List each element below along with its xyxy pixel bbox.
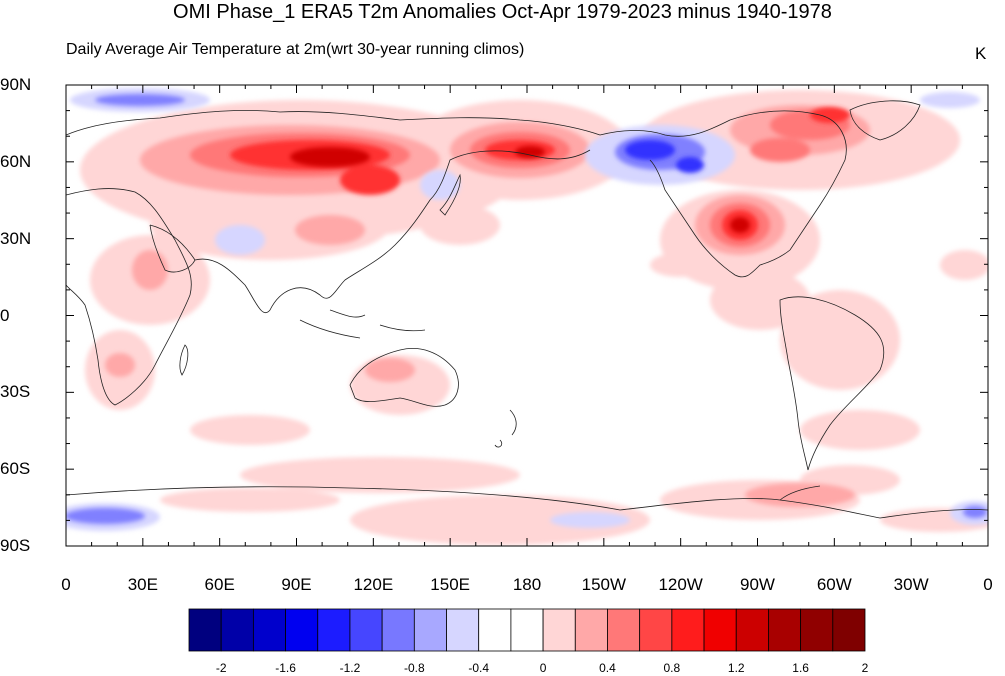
lat-label: 30N [0, 228, 32, 248]
lon-label: 120W [658, 575, 703, 594]
colorbar-swatch [671, 608, 705, 652]
colorbar [188, 608, 866, 652]
colorbar-swatch [381, 608, 415, 652]
colorbar-swatch [800, 608, 834, 652]
lon-label: 30W [893, 575, 929, 594]
colorbar-swatch [478, 608, 512, 652]
colorbar-label: -0.8 [403, 661, 425, 675]
colorbar-swatch [542, 608, 576, 652]
lon-label: 150W [581, 575, 627, 594]
colorbar-swatch [832, 608, 866, 652]
lon-label: 180 [512, 575, 542, 594]
axis-ticks [65, 84, 989, 547]
lon-label: 0 [983, 575, 993, 594]
colorbar-label: 0.4 [599, 661, 616, 675]
lat-label: 60N [0, 151, 32, 171]
colorbar-label: 0.8 [663, 661, 681, 675]
colorbar-swatch [768, 608, 802, 652]
colorbar-swatch [220, 608, 254, 652]
lon-label: 60E [204, 575, 235, 594]
colorbar-label: -2 [215, 661, 227, 675]
colorbar-swatch [317, 608, 351, 652]
colorbar-swatch [574, 608, 608, 652]
colorbar-swatch [188, 608, 222, 652]
colorbar-swatch [285, 608, 319, 652]
lon-label: 90E [281, 575, 312, 594]
colorbar-swatch [349, 608, 383, 652]
colorbar-swatch [735, 608, 769, 652]
colorbar-swatch [510, 608, 544, 652]
colorbar-label: 1.2 [727, 661, 745, 675]
colorbar-swatch [639, 608, 673, 652]
lon-label: 120E [353, 575, 394, 594]
anomaly-field [66, 88, 988, 545]
colorbar-label: -0.4 [468, 661, 490, 675]
colorbar-swatch [703, 608, 737, 652]
colorbar-swatch [607, 608, 641, 652]
lon-label: 150E [430, 575, 470, 594]
lat-label: 30S [0, 382, 31, 402]
lat-label: 90S [0, 536, 31, 555]
map-title: OMI Phase_1 ERA5 T2m Anomalies Oct-Apr 1… [173, 1, 832, 23]
colorbar-swatch [252, 608, 286, 652]
units-label: K [975, 44, 987, 63]
colorbar-swatch [446, 608, 480, 652]
colorbar-label: -1.6 [275, 661, 296, 675]
coastlines [66, 100, 988, 519]
lat-label: 0 [0, 305, 10, 325]
colorbar-swatch [413, 608, 447, 652]
lon-label: 30E [127, 575, 158, 594]
lon-label: 0 [61, 575, 71, 594]
lon-label: 90W [740, 575, 775, 594]
lat-label: 60S [0, 459, 31, 479]
colorbar-label: -1.2 [339, 661, 361, 675]
colorbar-label: 2 [861, 661, 869, 675]
map-subtitle: Daily Average Air Temperature at 2m(wrt … [66, 41, 525, 58]
colorbar-label: 1.6 [792, 661, 809, 675]
lon-label: 60W [816, 575, 852, 594]
lat-label: 90N [0, 75, 32, 94]
colorbar-label: 0 [539, 661, 547, 675]
